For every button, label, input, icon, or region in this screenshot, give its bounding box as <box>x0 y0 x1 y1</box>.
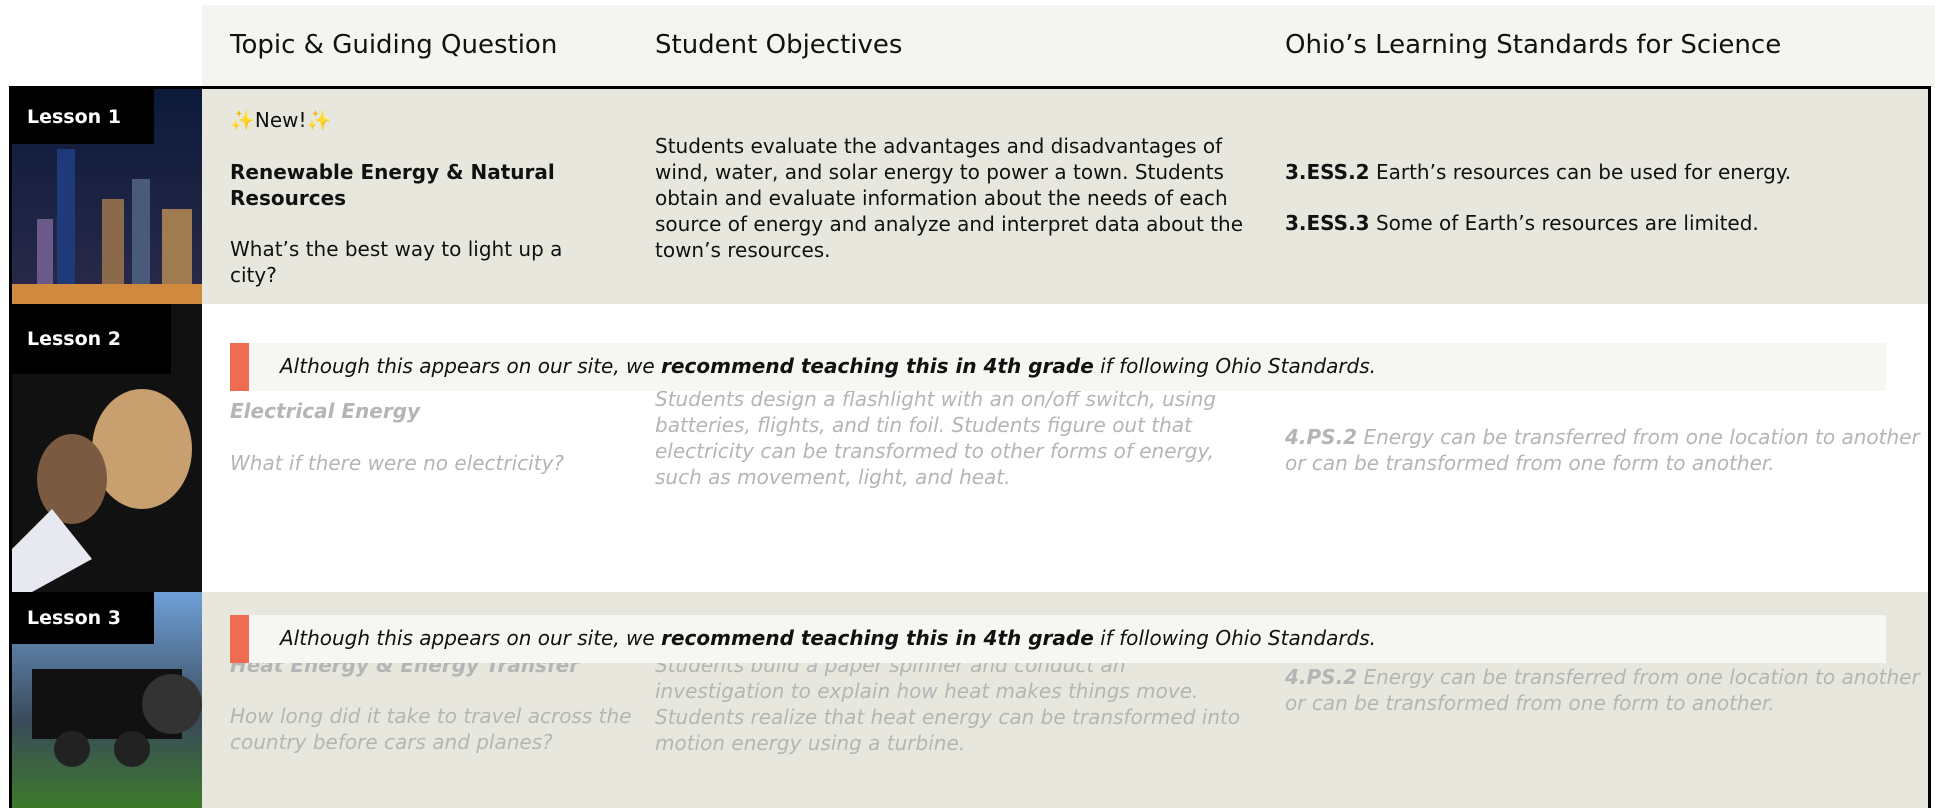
col-header: Ohio’s Learning Standards for Science <box>1285 30 1782 60</box>
standard: 4.PS.2 Energy can be transferred from on… <box>1285 664 1925 716</box>
standard: 4.PS.2 Energy can be transferred from on… <box>1285 424 1925 476</box>
standard-code: 4.PS.2 <box>1285 425 1358 449</box>
col-header: Student Objectives <box>655 30 903 60</box>
notice-strip <box>230 615 249 663</box>
standard-text: Energy can be transferred from one locat… <box>1285 425 1920 475</box>
notice-part: Although this appears on our site, we <box>280 354 662 378</box>
notice-text: Although this appears on our site, we re… <box>280 626 1376 650</box>
table-border <box>9 86 1931 808</box>
question: What if there were no electricity? <box>230 451 565 475</box>
notice-emphasis: recommend teaching this in 4th grade <box>661 354 1094 378</box>
row-bg <box>12 89 1928 304</box>
standard: 3.ESS.2 Earth’s resources can be used fo… <box>1285 159 1791 185</box>
objectives: Students design a flashlight with an on/… <box>655 387 1217 489</box>
lesson-images <box>12 89 202 808</box>
new-badge: ✨New!✨ <box>230 108 332 132</box>
notice-part: if following Ohio Standards. <box>1093 354 1377 378</box>
notice-text: Although this appears on our site, we re… <box>280 354 1376 378</box>
col-header: Topic & Guiding Question <box>230 30 558 60</box>
topic: Electrical Energy <box>230 399 421 423</box>
standard-code: 3.ESS.2 <box>1285 160 1370 184</box>
notice-strip <box>230 343 249 391</box>
topic: Renewable Energy & Natural Resources <box>230 160 555 210</box>
standard-text: Earth’s resources can be used for energy… <box>1369 160 1792 184</box>
standard-text: Some of Earth’s resources are limited. <box>1369 211 1759 235</box>
lesson-label: Lesson 2 <box>11 304 171 374</box>
standard-code: 4.PS.2 <box>1285 665 1358 689</box>
header-bg <box>202 5 1935 87</box>
notice-part: Although this appears on our site, we <box>280 626 662 650</box>
objectives: Students evaluate the advantages and dis… <box>655 134 1244 262</box>
question: What’s the best way to light up a city? <box>230 237 563 287</box>
notice-part: if following Ohio Standards. <box>1093 626 1377 650</box>
standard-text: Energy can be transferred from one locat… <box>1285 665 1920 715</box>
question: How long did it take to travel across th… <box>230 704 632 754</box>
notice-banner: Although this appears on our site, we re… <box>230 343 1886 391</box>
standard-code: 3.ESS.3 <box>1285 211 1370 235</box>
lesson-label: Lesson 1 <box>11 89 154 144</box>
notice-banner: Although this appears on our site, we re… <box>230 615 1886 663</box>
lesson-label: Lesson 3 <box>11 592 154 644</box>
standard: 3.ESS.3 Some of Earth’s resources are li… <box>1285 210 1759 236</box>
objectives: Students build a paper spinner and condu… <box>655 653 1241 755</box>
notice-emphasis: recommend teaching this in 4th grade <box>661 626 1094 650</box>
